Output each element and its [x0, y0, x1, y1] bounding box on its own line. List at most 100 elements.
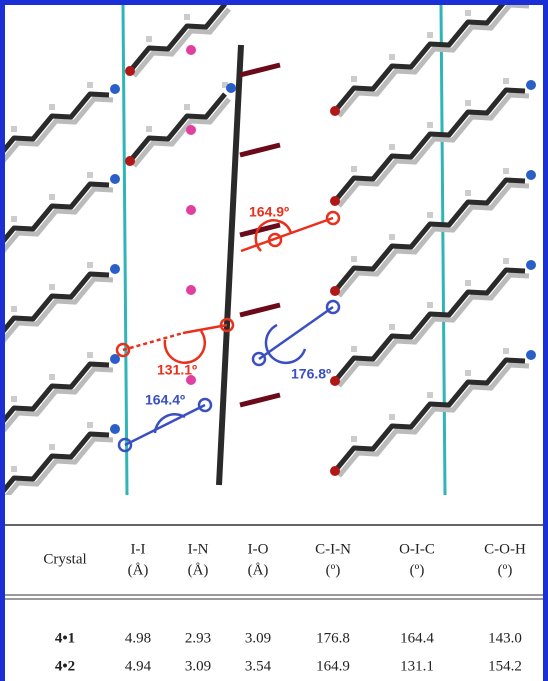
hydrogen [11, 396, 17, 402]
hydrogen [427, 392, 433, 398]
table-cell: 143.0 [488, 630, 522, 646]
column-header: C-I-N [315, 541, 351, 557]
nitrogen-atom [110, 264, 120, 274]
iodine-column [121, 5, 129, 495]
hydrogen [11, 216, 17, 222]
hydrogen [465, 10, 471, 16]
nitrogen-atom [110, 424, 120, 434]
hydrogen [503, 258, 509, 264]
iodine-atom [186, 205, 196, 215]
hydrogen [351, 256, 357, 262]
nitrogen-atom [110, 174, 120, 184]
hydrogen [389, 324, 395, 330]
nitrogen-atom [110, 84, 120, 94]
chain-shadow [337, 5, 530, 118]
carbonyl [239, 62, 281, 78]
data-table: Crystal I-I (Å) I-N (Å) I-O (Å) C-I-N (º) O-I-C (º… [5, 524, 543, 674]
hydrogen [49, 444, 55, 450]
column-header: I-N [188, 541, 209, 557]
hydrogen [351, 346, 357, 352]
nitrogen-atom [526, 350, 536, 360]
alkyl-chain [5, 431, 110, 493]
alkyl-chain [128, 5, 227, 73]
chain-shadow [337, 182, 530, 298]
alkyl-chain [333, 87, 526, 203]
hydrogen [222, 82, 228, 88]
carbonyl [239, 302, 281, 318]
atom-mark [325, 299, 341, 315]
chain-shadow [5, 186, 114, 253]
column-header: C-O-H [484, 541, 526, 557]
hydrogen [389, 414, 395, 420]
hydrogen [146, 126, 152, 132]
hydrogen [351, 436, 357, 442]
row-label: 4•1 [55, 630, 75, 646]
hydrogen [87, 352, 93, 358]
bond [258, 305, 334, 361]
column-unit: (º) [498, 562, 513, 578]
crystal-structure: 164.9º 131.1º 176.8º 164.4º [5, 5, 536, 495]
table-cell: 4.98 [125, 630, 151, 646]
table-cell: 3.09 [245, 630, 271, 646]
column-unit: (Å) [188, 562, 209, 578]
hydrogen [87, 262, 93, 268]
table-cell: 164.9 [316, 658, 350, 674]
alkyl-chain [5, 271, 110, 333]
carbonyl [239, 142, 281, 158]
hydrogen [427, 32, 433, 38]
column-unit: (Å) [248, 562, 269, 578]
angle-arc [254, 219, 293, 252]
bond [124, 403, 206, 447]
hydrogen [389, 54, 395, 60]
alkyl-chain [333, 177, 526, 293]
column-unit: (º) [326, 562, 341, 578]
atom-mark [267, 232, 283, 248]
blue-angle-1 [251, 299, 341, 367]
hydrogen [389, 234, 395, 240]
atom-mark [117, 437, 133, 453]
angle-label: 131.1º [157, 362, 197, 378]
iodine-atom [186, 375, 196, 385]
oxygen-atom [125, 156, 135, 166]
angle-label: 176.8º [291, 366, 331, 382]
angle-arc [264, 323, 307, 365]
hydrogen [49, 194, 55, 200]
alkyl-chain [333, 357, 526, 473]
hydrogen [427, 302, 433, 308]
molecules [5, 5, 536, 495]
hydrogen [49, 374, 55, 380]
oxygen-atom [125, 66, 135, 76]
hydrogen [11, 466, 17, 472]
hydrogen [465, 370, 471, 376]
nitrogen-atom [526, 260, 536, 270]
chain-shadow [337, 92, 530, 208]
hydrogen [465, 280, 471, 286]
hydrogen [49, 284, 55, 290]
carbonyl [239, 222, 281, 238]
column-unit: (Å) [128, 562, 149, 578]
hydrogen [11, 306, 17, 312]
chain-shadow [5, 436, 114, 495]
nitrogen-atom [526, 80, 536, 90]
angle-label: 164.4º [145, 392, 185, 408]
table-cell: 2.93 [185, 630, 211, 646]
iodine-atom [186, 285, 196, 295]
table-cell: 176.8 [316, 630, 350, 646]
table-cells: Crystal I-I (Å) I-N (Å) I-O (Å) C-I-N (º) O-I-C (º… [43, 541, 526, 674]
chain-shadow [132, 7, 231, 78]
oxygen-atom [330, 376, 340, 386]
column-header: I-O [248, 541, 269, 557]
column-header: I-I [131, 541, 146, 557]
atom-mark [325, 210, 341, 226]
alkyl-chain [5, 361, 110, 423]
table-cell: 164.4 [400, 630, 434, 646]
hydrogen [465, 100, 471, 106]
chain-shadow [5, 276, 114, 343]
column-header: Crystal [43, 551, 86, 567]
column-header: O-I-C [399, 541, 435, 557]
iodine-column [439, 5, 447, 495]
table-cell: 4.94 [125, 658, 152, 674]
hydrogen [503, 168, 509, 174]
hydrogen [87, 172, 93, 178]
row-label: 4•2 [55, 658, 75, 674]
